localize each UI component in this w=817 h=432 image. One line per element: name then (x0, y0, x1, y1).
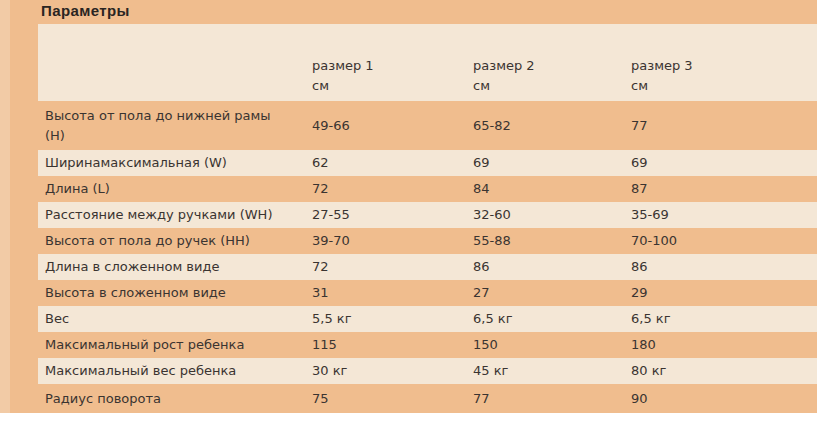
row-label: Радиус поворота (38, 389, 305, 409)
table-row: Высота в сложенном виде312729 (38, 280, 817, 306)
row-value: 65-82 (466, 116, 624, 136)
row-value: 77 (466, 389, 624, 409)
row-value: 6,5 кг (624, 309, 817, 329)
section-title: Параметры (41, 2, 130, 19)
row-value: 69 (624, 153, 817, 173)
row-label: Ширинамаксимальная (W) (38, 153, 305, 173)
spec-sheet-page: Параметры размер 1 см размер 2 см размер… (0, 0, 817, 432)
row-value: 86 (624, 257, 817, 277)
row-label: Расстояние между ручками (WH) (38, 205, 305, 225)
column-header-size-1: размер 1 см (305, 24, 466, 101)
row-value: 6,5 кг (466, 309, 624, 329)
header-empty-cell (38, 24, 305, 101)
row-label: Высота от пола до нижней рамы (H) (38, 106, 305, 146)
row-value: 55-88 (466, 231, 624, 251)
row-value: 31 (305, 283, 466, 303)
parameters-panel: Параметры размер 1 см размер 2 см размер… (10, 0, 817, 413)
row-value: 29 (624, 283, 817, 303)
column-unit: см (631, 76, 817, 96)
row-value: 180 (624, 335, 817, 355)
table-row: Длина в сложенном виде728686 (38, 254, 817, 280)
row-label: Длина в сложенном виде (38, 257, 305, 277)
row-value: 115 (305, 335, 466, 355)
row-value: 5,5 кг (305, 309, 466, 329)
row-label: Вес (38, 309, 305, 329)
table-row: Вес5,5 кг6,5 кг6,5 кг (38, 306, 817, 332)
row-value: 72 (305, 179, 466, 199)
row-label: Максимальный вес ребенка (38, 361, 305, 381)
row-value: 39-70 (305, 231, 466, 251)
row-label: Длина (L) (38, 179, 305, 199)
table-row: Расстояние между ручками (WH)27-5532-603… (38, 202, 817, 228)
column-label: размер 1 (312, 56, 466, 76)
row-value: 87 (624, 179, 817, 199)
row-value: 72 (305, 257, 466, 277)
parameters-table: размер 1 см размер 2 см размер 3 см Высо… (38, 24, 817, 413)
column-header-size-3: размер 3 см (624, 24, 817, 101)
table-row: Радиус поворота757790 (38, 384, 817, 413)
row-value: 32-60 (466, 205, 624, 225)
column-label: размер 3 (631, 56, 817, 76)
row-value: 150 (466, 335, 624, 355)
table-row: Максимальный рост ребенка115150180 (38, 332, 817, 358)
column-unit: см (312, 76, 466, 96)
row-value: 75 (305, 389, 466, 409)
row-value: 77 (624, 116, 817, 136)
table-row: Длина (L)728487 (38, 176, 817, 202)
table-row: Высота от пола до ручек (HH)39-7055-8870… (38, 228, 817, 254)
row-value: 69 (466, 153, 624, 173)
table-row: Максимальный вес ребенка30 кг45 кг80 кг (38, 358, 817, 384)
row-label: Высота от пола до ручек (HH) (38, 231, 305, 251)
row-value: 30 кг (305, 361, 466, 381)
column-label: размер 2 (473, 56, 624, 76)
row-value: 27 (466, 283, 624, 303)
table-body: Высота от пола до нижней рамы (H)49-6665… (38, 101, 817, 413)
row-value: 62 (305, 153, 466, 173)
row-value: 49-66 (305, 116, 466, 136)
row-label: Максимальный рост ребенка (38, 335, 305, 355)
row-label: Высота в сложенном виде (38, 283, 305, 303)
row-value: 86 (466, 257, 624, 277)
row-value: 80 кг (624, 361, 817, 381)
table-row: Ширинамаксимальная (W)626969 (38, 150, 817, 176)
row-value: 90 (624, 389, 817, 409)
table-row: Высота от пола до нижней рамы (H)49-6665… (38, 101, 817, 150)
column-unit: см (473, 76, 624, 96)
row-value: 27-55 (305, 205, 466, 225)
row-value: 70-100 (624, 231, 817, 251)
column-header-size-2: размер 2 см (466, 24, 624, 101)
row-value: 35-69 (624, 205, 817, 225)
page-edge-strip (0, 0, 10, 413)
row-value: 84 (466, 179, 624, 199)
table-header-row: размер 1 см размер 2 см размер 3 см (38, 24, 817, 101)
row-value: 45 кг (466, 361, 624, 381)
